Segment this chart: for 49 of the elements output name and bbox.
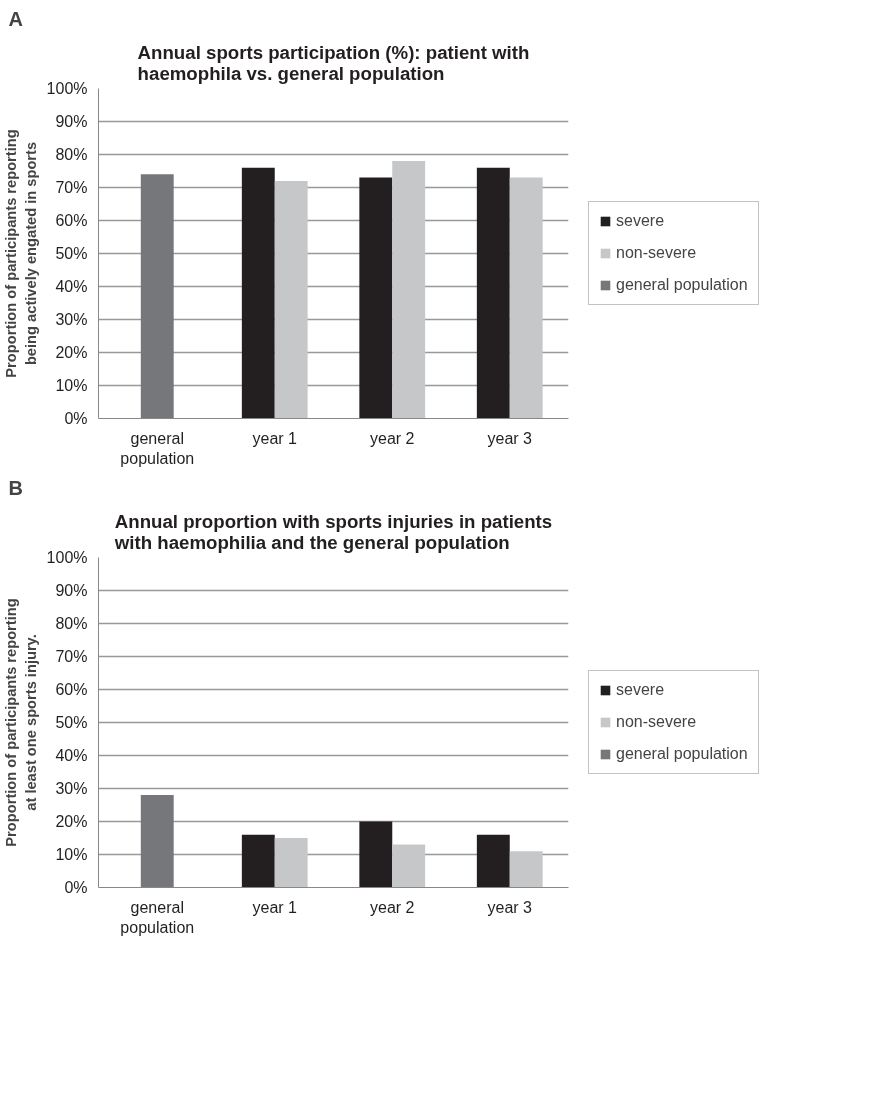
chart-title: Annual proportion with sports injuries in patients with haemophilia and the general population: [113, 510, 553, 553]
y-axis-title: Proportion of participants reporting being actively engated in sports: [3, 129, 39, 378]
bar: [241, 834, 275, 888]
legend-label: general population: [616, 276, 748, 294]
y-tick-label: 10%: [55, 377, 88, 394]
bar: [509, 851, 543, 888]
x-tick-label: year 3: [487, 898, 533, 916]
y-tick-label: 0%: [64, 879, 88, 896]
y-tick-label: 70%: [55, 648, 88, 665]
bar: [274, 838, 308, 888]
x-tick-label: year 1: [252, 898, 298, 916]
legend-label: severe: [616, 212, 665, 230]
bar: [392, 844, 426, 888]
bar: [359, 821, 393, 888]
text: B: [8, 476, 23, 499]
x-tick-label: year 3: [487, 429, 533, 447]
y-tick-label: 90%: [55, 113, 88, 130]
y-tick-label: 80%: [55, 615, 88, 632]
y-tick-label: 90%: [55, 582, 88, 599]
y-tick-label: 80%: [55, 146, 88, 163]
legend-label: non-severe: [616, 713, 697, 731]
text: A: [8, 7, 23, 30]
bar: [476, 834, 510, 888]
y-tick-label: 40%: [55, 278, 88, 295]
y-tick-label: 30%: [55, 311, 88, 328]
chart-title: Annual sports participation (%): patient with haemophila vs. general population: [137, 41, 530, 84]
x-tick-label: general population: [120, 429, 195, 467]
y-tick-label: 60%: [55, 681, 88, 698]
y-tick-label: 100%: [46, 80, 88, 97]
y-tick-label: 40%: [55, 747, 88, 764]
x-tick-label: general population: [120, 898, 195, 936]
y-tick-label: 0%: [64, 410, 88, 427]
y-axis-title: Proportion of participants reporting at least one sports injury.: [3, 598, 39, 847]
y-tick-label: 50%: [55, 714, 88, 731]
y-tick-label: 60%: [55, 212, 88, 229]
y-tick-label: 10%: [55, 846, 88, 863]
bar: [140, 795, 174, 888]
x-tick-label: year 2: [370, 429, 415, 447]
y-tick-label: 100%: [46, 549, 88, 566]
y-tick-label: 20%: [55, 344, 88, 361]
x-tick-label: year 1: [252, 429, 298, 447]
y-tick-label: 70%: [55, 179, 88, 196]
y-tick-label: 50%: [55, 245, 88, 262]
legend-label: non-severe: [616, 244, 697, 262]
y-tick-label: 20%: [55, 813, 88, 830]
legend-label: severe: [616, 681, 665, 699]
legend-label: general population: [616, 745, 748, 763]
y-tick-label: 30%: [55, 780, 88, 797]
x-tick-label: year 2: [370, 898, 415, 916]
